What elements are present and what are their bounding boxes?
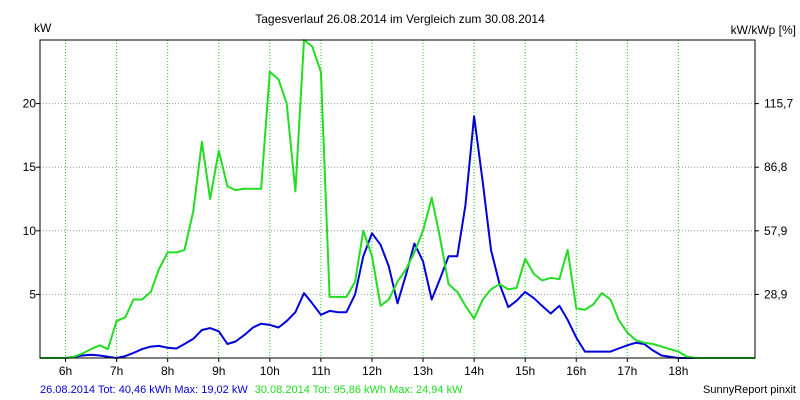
y-left-tick-label-2: 15 [23,160,37,174]
series-line-2 [40,39,755,359]
y-left-tick-label-3: 20 [23,97,37,111]
y-left-tick-label-0: 5 [29,287,36,301]
footer-series2-summary: 30.08.2014 Tot: 95,86 kWh Max: 24,94 kW [255,384,463,396]
y-right-tick-label-1: 57,9 [764,224,788,238]
x-tick-label-3: 9h [212,364,225,378]
x-tick-label-9: 15h [515,364,535,378]
x-tick-label-10: 16h [566,364,586,378]
grid [40,40,755,358]
footer-series1-summary: 26.08.2014 Tot: 40,46 kWh Max: 19,02 kW [40,384,248,396]
x-tick-label-5: 11h [311,364,330,378]
series-line-1 [40,115,755,359]
y-axis-left-label: kW [34,21,52,35]
x-tick-label-2: 8h [161,364,174,378]
footer-summaries: 26.08.2014 Tot: 40,46 kWh Max: 19,02 kW … [40,384,463,396]
y-axis-left-ticks: 5 10 15 20 [23,97,40,301]
y-right-tick-label-3: 115,7 [764,97,793,111]
chart-title: Tagesverlauf 26.08.2014 im Vergleich zum… [255,12,545,26]
x-tick-label-8: 14h [464,364,484,378]
x-tick-label-7: 13h [413,364,433,378]
y-axis-right-ticks: 28,9 57,9 86,8 115,7 [755,97,793,301]
y-right-tick-label-2: 86,8 [764,160,788,174]
plot-frame [39,39,756,359]
x-tick-label-6: 12h [362,364,382,378]
x-tick-label-12: 18h [668,364,688,378]
x-tick-label-1: 7h [110,364,123,378]
x-axis-ticks: 6h 7h 8h 9h 10h 11h 12h 13h 14h 15h 16h 17h 18h [59,358,688,378]
x-tick-label-4: 10h [260,364,280,378]
series-group [40,39,755,359]
y-axis-right-label: kW/kWp [%] [731,23,796,37]
footer-brand: SunnyReport pinxit [703,384,796,396]
y-right-tick-label-0: 28,9 [764,287,788,301]
x-tick-label-0: 6h [59,364,72,378]
x-tick-label-11: 17h [617,364,637,378]
y-left-tick-label-1: 10 [23,224,37,238]
